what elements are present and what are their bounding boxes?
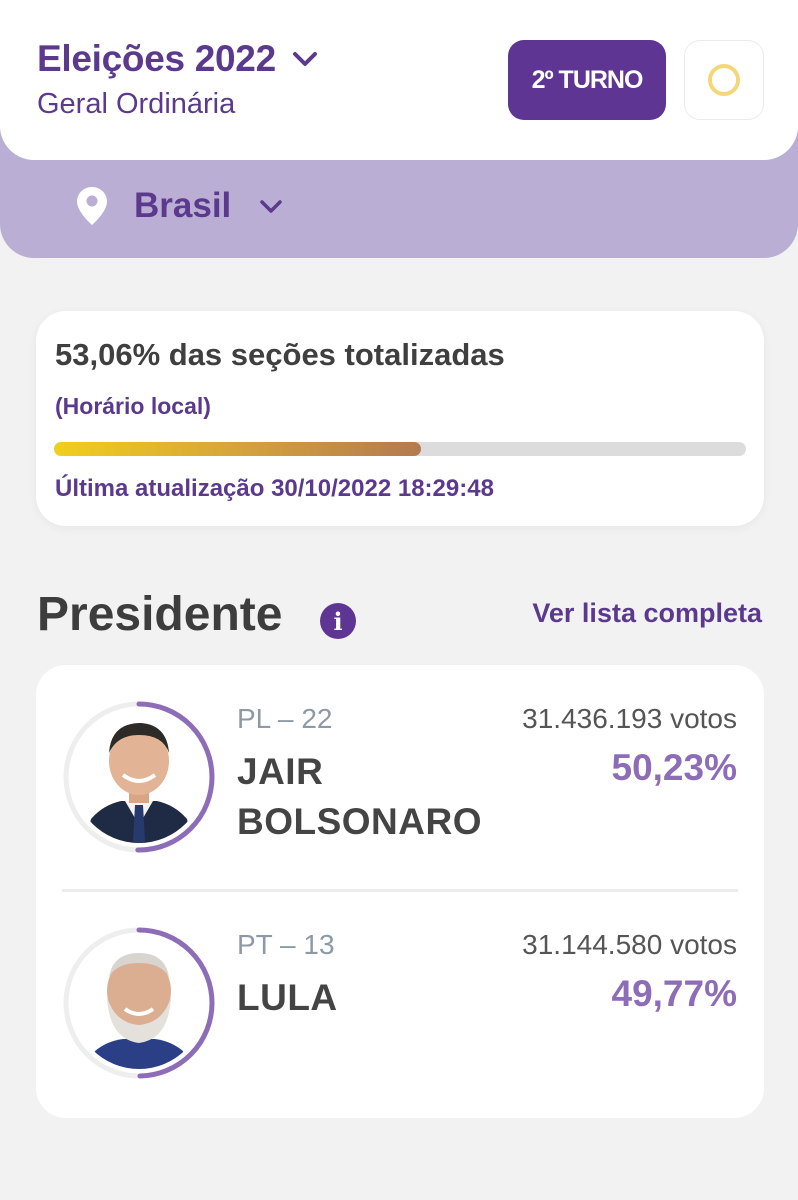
last-update-text: Última atualização 30/10/2022 18:29:48 (55, 475, 494, 502)
candidate-name: LULA (237, 973, 338, 1023)
candidate-name-line: BOLSONARO (237, 801, 482, 842)
avatar-ring (63, 701, 215, 853)
header-card (0, 0, 798, 160)
location-selector[interactable]: Brasil (76, 186, 285, 226)
candidates-card: PL – 22 JAIR BOLSONARO 31.436.193 votos … (36, 665, 764, 1118)
totalization-progress-bar (54, 442, 746, 456)
candidate-avatar (63, 927, 215, 1079)
candidate-avatar (63, 701, 215, 853)
election-subtitle: Geral Ordinária (37, 88, 236, 120)
candidate-name: JAIR BOLSONARO (237, 747, 482, 847)
section-title: Presidente (37, 588, 283, 641)
candidate-votes: 31.436.193 votos (522, 703, 737, 734)
election-title: Eleições 2022 (37, 38, 276, 79)
candidate-percent: 49,77% (611, 973, 738, 1014)
theme-toggle-button[interactable] (684, 40, 764, 120)
candidate-votes: 31.144.580 votos (522, 929, 737, 960)
candidate-party: PL – 22 (237, 703, 333, 734)
candidate-row[interactable]: PL – 22 JAIR BOLSONARO 31.436.193 votos … (36, 697, 764, 897)
candidate-percent: 50,23% (611, 747, 738, 788)
candidate-party: PT – 13 (237, 929, 335, 960)
turno-button[interactable]: 2º TURNO (508, 40, 666, 120)
candidate-row[interactable]: PT – 13 LULA 31.144.580 votos 49,77% (36, 923, 764, 1123)
avatar-ring (63, 927, 215, 1079)
election-selector[interactable]: Eleições 2022 (37, 38, 320, 80)
progress-fill (54, 442, 422, 456)
candidate-name-line: JAIR (237, 751, 324, 792)
info-icon[interactable]: i (320, 603, 356, 639)
local-time-note: (Horário local) (55, 393, 211, 419)
person-portrait-icon (73, 937, 205, 1069)
divider (62, 889, 738, 892)
chevron-down-icon (260, 200, 283, 213)
theme-circle-icon (708, 64, 740, 96)
location-pin-icon (77, 187, 107, 225)
view-full-list-link[interactable]: Ver lista completa (532, 598, 762, 628)
candidate-name-line: LULA (237, 977, 338, 1018)
location-label: Brasil (134, 186, 232, 225)
sections-totalized-text: 53,06% das seções totalizadas (55, 337, 505, 372)
chevron-down-icon (292, 52, 317, 66)
totalization-status-card: 53,06% das seções totalizadas (Horário l… (36, 311, 764, 526)
